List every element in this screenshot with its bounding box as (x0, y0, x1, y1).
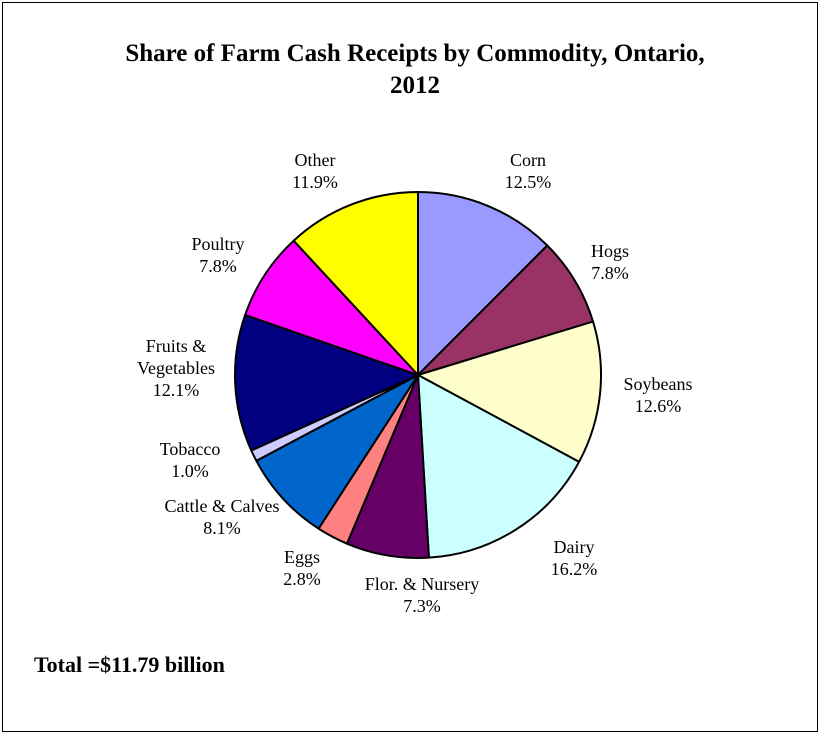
pie-slice-cattle-and-calves (255, 374, 419, 530)
pie-labels: Corn 12.5% Hogs 7.8% Soybeans 12.6% Dairy 16.2%… (137, 150, 692, 616)
slice-label-eggs: Eggs 2.8% (283, 547, 321, 589)
chart-title-line-2: 2012 (390, 72, 440, 99)
slice-label-fruits-and-vegetables: Fruits & Vegetables 12.1% (137, 336, 215, 400)
chart-title: Share of Farm Cash Receipts by Commodity… (0, 38, 826, 102)
slice-label-soybeans: Soybeans 12.6% (624, 374, 693, 416)
pie-slice-fruits-and-vegetables (234, 313, 419, 452)
pie-slice-soybeans (417, 320, 602, 463)
pie-slice-other (292, 191, 419, 376)
total-receipts: Total =$11.79 billion (34, 652, 225, 677)
slice-label-poultry: Poultry 7.8% (191, 234, 244, 276)
pie-slice-corn (417, 191, 549, 376)
slice-label-tobacco: Tobacco 1.0% (160, 439, 221, 481)
slice-label-hogs: Hogs 7.8% (591, 241, 629, 283)
pie-slices (234, 191, 602, 559)
slice-label-dairy: Dairy 16.2% (551, 537, 598, 579)
slice-label-corn: Corn 12.5% (505, 150, 552, 192)
slice-label-other: Other 11.9% (292, 150, 338, 192)
slice-label-flor-and-nursery: Flor. & Nursery 7.3% (365, 574, 480, 616)
slice-label-cattle-and-calves: Cattle & Calves 8.1% (165, 496, 280, 538)
pie-slice-dairy (417, 374, 581, 559)
chart-title-line-1: Share of Farm Cash Receipts by Commodity… (125, 40, 705, 67)
